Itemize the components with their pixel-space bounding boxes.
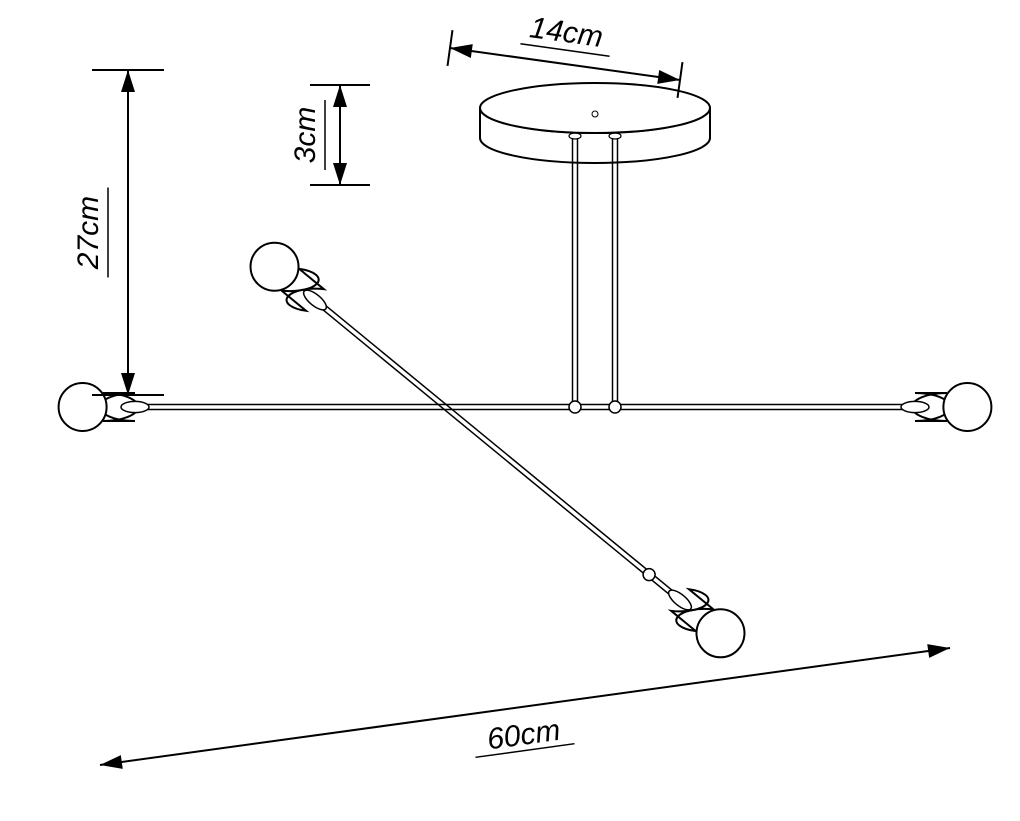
bulb	[943, 383, 991, 431]
bulb	[696, 609, 744, 657]
arrow-head	[333, 85, 347, 107]
arrow-head	[121, 373, 135, 395]
dim-label-depth: 3cm	[289, 107, 322, 164]
canopy-top	[480, 83, 710, 133]
joint	[569, 401, 581, 413]
bulb	[59, 383, 107, 431]
arrow-head	[927, 644, 950, 658]
socket-cap	[121, 401, 149, 412]
joint	[643, 569, 655, 581]
diag-arm	[317, 298, 682, 598]
arrow-head	[657, 70, 680, 84]
bulb	[251, 243, 299, 291]
dim-label-height: 27cm	[72, 196, 105, 270]
joint	[609, 401, 621, 413]
arrow-head	[450, 44, 473, 58]
diag-arm	[313, 302, 678, 602]
arrow-head	[121, 70, 135, 92]
socket-cap	[901, 401, 929, 412]
arrow-head	[100, 755, 123, 769]
dim-line-top	[450, 48, 680, 80]
dim-label-top: 14cm	[528, 11, 605, 54]
arrow-head	[333, 163, 347, 185]
